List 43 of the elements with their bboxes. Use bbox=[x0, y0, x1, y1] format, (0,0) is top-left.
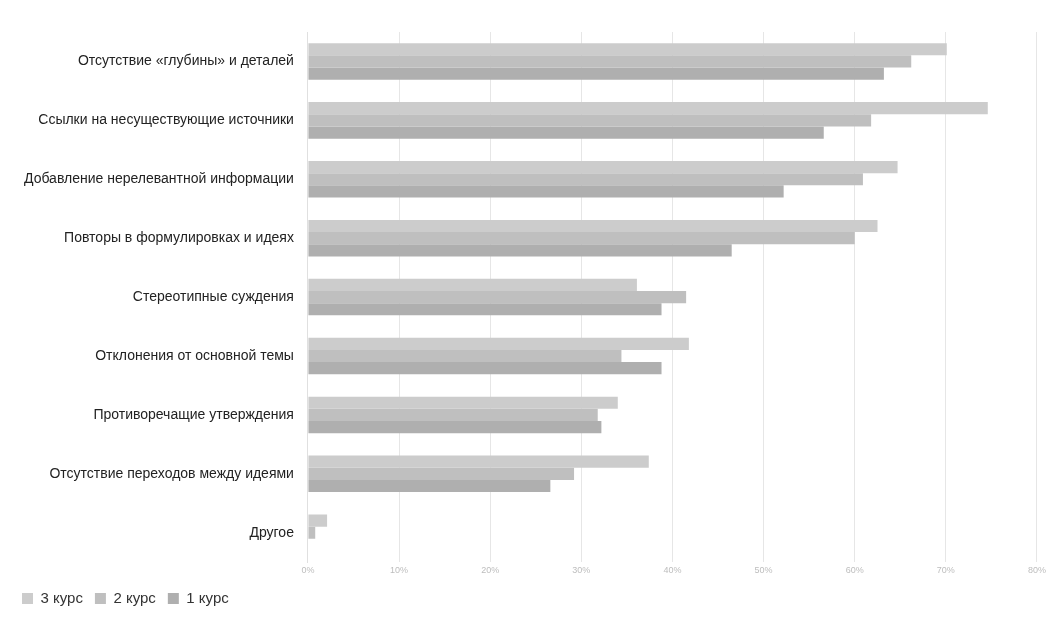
legend-label: 3 курс bbox=[40, 588, 84, 606]
bar bbox=[308, 514, 328, 527]
y-tick-label: Добавление нерелевантной информации bbox=[24, 170, 294, 187]
bar bbox=[308, 421, 602, 434]
y-tick-label: Отклонения от основной темы bbox=[95, 346, 294, 363]
legend-label: 2 курс bbox=[113, 588, 157, 606]
bar bbox=[308, 232, 855, 245]
bar bbox=[308, 479, 551, 493]
y-tick-label: Отсутствие «глубины» и деталей bbox=[77, 52, 294, 69]
bar bbox=[308, 291, 687, 304]
y-tick-label: Другое bbox=[249, 523, 295, 540]
bar bbox=[308, 185, 784, 198]
bar bbox=[308, 467, 575, 480]
bar bbox=[308, 349, 622, 363]
bar bbox=[308, 102, 988, 115]
bar bbox=[308, 43, 947, 56]
bar bbox=[308, 173, 863, 186]
bar bbox=[308, 244, 732, 257]
bar bbox=[308, 362, 662, 375]
x-tick-label: 50% bbox=[754, 565, 773, 576]
x-tick-label: 30% bbox=[572, 565, 591, 576]
y-tick-label: Повторы в формулировках и идеях bbox=[64, 229, 294, 246]
bar bbox=[308, 408, 598, 422]
bar bbox=[308, 161, 898, 174]
bar bbox=[308, 526, 316, 539]
bar bbox=[308, 337, 689, 350]
bar bbox=[308, 55, 912, 68]
bar bbox=[308, 303, 662, 316]
bar bbox=[308, 396, 618, 409]
legend-label: 1 курс bbox=[186, 588, 230, 606]
bar bbox=[308, 67, 884, 80]
y-tick-label: Ссылки на несуществующие источники bbox=[38, 111, 294, 128]
bar bbox=[308, 114, 872, 127]
y-tick-label: Противоречащие утверждения bbox=[93, 405, 294, 422]
x-tick-label: 70% bbox=[936, 565, 955, 576]
bar bbox=[308, 455, 649, 468]
y-tick-label: Отсутствие переходов между идеями bbox=[49, 464, 294, 481]
bar bbox=[308, 126, 824, 139]
x-tick-label: 20% bbox=[481, 565, 500, 576]
x-tick-label: 10% bbox=[390, 565, 409, 576]
bar bbox=[308, 278, 637, 292]
bar bbox=[308, 219, 878, 233]
y-tick-label: Стереотипные суждения bbox=[132, 287, 294, 304]
